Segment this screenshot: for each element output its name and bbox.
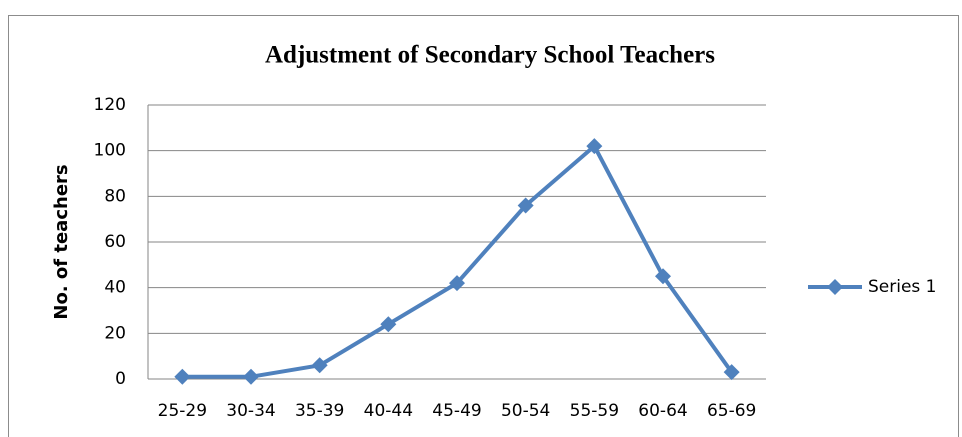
y-tick-label: 120 bbox=[94, 95, 126, 115]
x-tick-label: 30-34 bbox=[226, 401, 275, 421]
chart-title: Adjustment of Secondary School Teachers bbox=[265, 42, 715, 69]
legend-marker bbox=[827, 279, 843, 295]
y-tick-label: 0 bbox=[115, 369, 126, 389]
y-tick-label: 40 bbox=[104, 278, 126, 298]
x-tick-label: 65-69 bbox=[707, 401, 756, 421]
x-tick-label: 35-39 bbox=[295, 401, 344, 421]
x-tick-label: 25-29 bbox=[158, 401, 207, 421]
x-tick-label: 55-59 bbox=[570, 401, 619, 421]
data-point bbox=[655, 268, 671, 285]
data-point bbox=[380, 316, 397, 333]
y-axis-label: No. of teachers bbox=[51, 164, 72, 319]
data-point bbox=[723, 364, 740, 381]
data-point bbox=[174, 368, 191, 385]
y-tick-label: 80 bbox=[104, 186, 126, 206]
y-tick-label: 100 bbox=[94, 141, 126, 161]
data-point bbox=[243, 368, 259, 385]
x-tick-label: 45-49 bbox=[432, 401, 481, 421]
legend-label: Series 1 bbox=[868, 277, 937, 297]
y-tick-label: 20 bbox=[104, 323, 126, 343]
x-tick-label: 40-44 bbox=[364, 401, 413, 421]
data-point bbox=[517, 197, 534, 214]
y-tick-label: 60 bbox=[104, 232, 126, 252]
data-point bbox=[586, 138, 603, 155]
data-point bbox=[311, 357, 328, 374]
chart-border bbox=[8, 15, 959, 437]
data-point bbox=[449, 275, 465, 292]
x-tick-label: 60-64 bbox=[638, 401, 687, 421]
x-tick-label: 50-54 bbox=[501, 401, 550, 421]
